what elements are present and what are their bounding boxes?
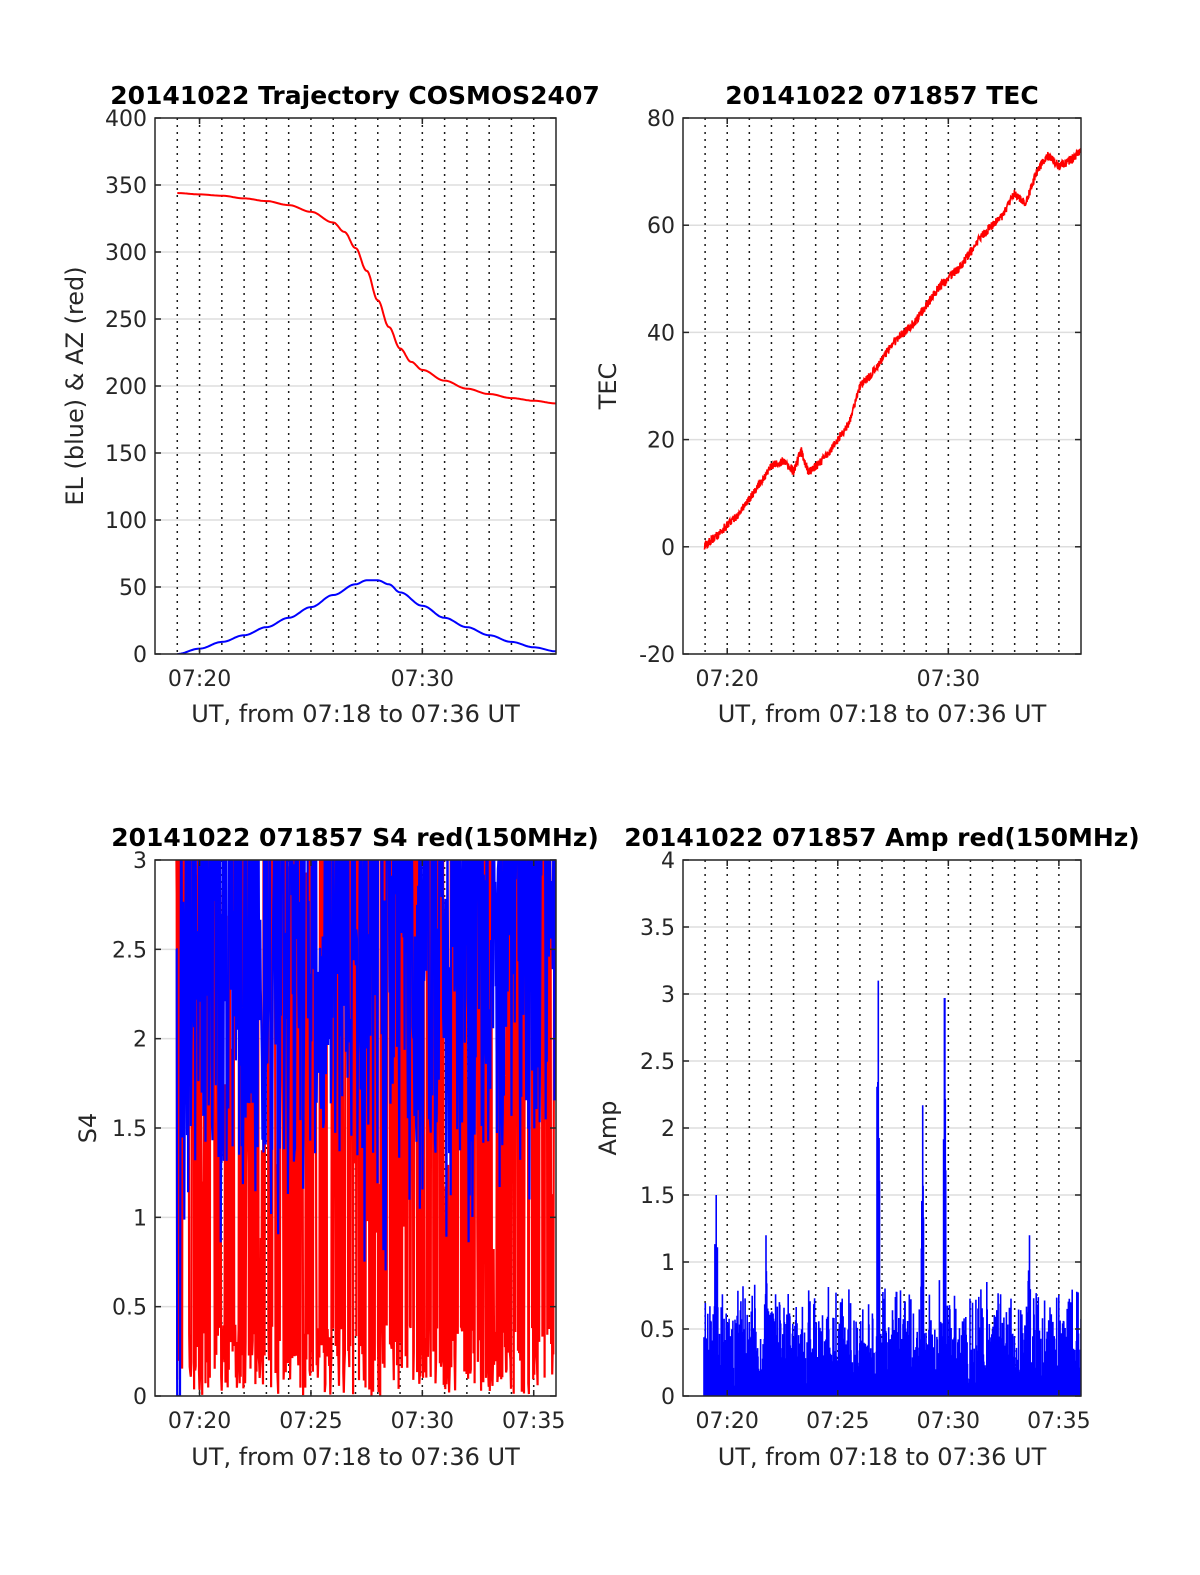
- tec-y-axis-label: TEC: [594, 363, 622, 411]
- tec-series-0: [703, 148, 1081, 550]
- amp-y-axis-label: Amp: [594, 1100, 622, 1155]
- tec-x-axis-label: UT, from 07:18 to 07:36 UT: [718, 700, 1047, 728]
- trajectory-title: 20141022 Trajectory COSMOS2407: [110, 81, 600, 110]
- s4-x-tick-label: 07:25: [279, 1409, 342, 1434]
- trajectory-y-axis-label: EL (blue) & AZ (red): [61, 266, 89, 505]
- amp-y-tick-label: 2: [661, 1117, 675, 1142]
- amp-panel: 0 0.5 1 1.5 2 2.5 3 3.5 4 07:20 07:25 07:30 07:35 20…: [594, 823, 1140, 1471]
- trajectory-ticks: 0 50 100 150 200 250 300 350 400 07:20 07:30: [105, 107, 556, 692]
- trajectory-y-tick-label: 150: [105, 442, 147, 467]
- trajectory-y-tick-label: 0: [133, 643, 147, 668]
- trajectory-x-axis-label: UT, from 07:18 to 07:36 UT: [191, 700, 520, 728]
- trajectory-y-tick-label: 200: [105, 375, 147, 400]
- trajectory-y-tick-label: 250: [105, 308, 147, 333]
- amp-x-tick-label: 07:25: [806, 1409, 869, 1434]
- trajectory-x-tick-label: 07:20: [168, 667, 231, 692]
- tec-title: 20141022 071857 TEC: [725, 81, 1038, 110]
- s4-y-tick-label: 0: [133, 1385, 147, 1410]
- tec-y-tick-label: 0: [661, 536, 675, 561]
- s4-series-1: [175, 860, 556, 1396]
- amp-title: 20141022 071857 Amp red(150MHz): [624, 823, 1140, 852]
- amp-y-tick-label: 1: [661, 1251, 675, 1276]
- tec-panel: -20 0 20 40 60 80 07:20 07:30 20141022 071857 T…: [594, 81, 1082, 728]
- trajectory-y-tick-label: 300: [105, 241, 147, 266]
- trajectory-series-1: [177, 579, 556, 654]
- amp-x-tick-label: 07:20: [696, 1409, 759, 1434]
- tec-y-tick-label: -20: [639, 643, 675, 668]
- s4-panel: 0 0.5 1 1.5 2 2.5 3 07:20 07:25 07:30 07:35 201410…: [74, 823, 599, 1471]
- trajectory-series-0: [177, 192, 556, 405]
- tec-y-tick-label: 40: [647, 321, 675, 346]
- amp-series: [703, 980, 1081, 1396]
- s4-series: [175, 860, 556, 1396]
- s4-ticks: 0 0.5 1 1.5 2 2.5 3 07:20 07:25 07:30 07:35: [112, 849, 565, 1434]
- trajectory-y-tick-label: 400: [105, 107, 147, 132]
- s4-y-tick-label: 3: [133, 849, 147, 874]
- s4-x-tick-label: 07:35: [502, 1409, 565, 1434]
- s4-y-tick-label: 2: [133, 1028, 147, 1053]
- trajectory-panel: 0 50 100 150 200 250 300 350 400 07:20 07:30 20141…: [61, 81, 600, 728]
- amp-series-0: [703, 980, 1081, 1396]
- amp-y-tick-label: 0.5: [640, 1318, 675, 1343]
- amp-ticks: 0 0.5 1 1.5 2 2.5 3 3.5 4 07:20 07:25 07:30 07:35: [640, 849, 1091, 1434]
- s4-x-tick-label: 07:30: [391, 1409, 454, 1434]
- tec-y-tick-label: 80: [647, 107, 675, 132]
- tec-x-tick-label: 07:30: [917, 667, 980, 692]
- trajectory-y-tick-label: 100: [105, 509, 147, 534]
- amp-y-tick-label: 2.5: [640, 1050, 675, 1075]
- amp-x-tick-label: 07:30: [917, 1409, 980, 1434]
- trajectory-x-tick-label: 07:30: [391, 667, 454, 692]
- tec-ticks: -20 0 20 40 60 80 07:20 07:30: [639, 107, 1081, 692]
- amp-y-tick-label: 1.5: [640, 1184, 675, 1209]
- trajectory-y-tick-label: 50: [119, 576, 147, 601]
- amp-x-tick-label: 07:35: [1027, 1409, 1090, 1434]
- tec-series: [703, 148, 1081, 550]
- s4-series-0: [175, 860, 556, 1396]
- amp-y-tick-label: 3.5: [640, 916, 675, 941]
- s4-title: 20141022 071857 S4 red(150MHz): [111, 823, 599, 852]
- tec-axes-frame: [682, 117, 1082, 655]
- amp-x-axis-label: UT, from 07:18 to 07:36 UT: [718, 1443, 1047, 1471]
- tec-y-tick-label: 20: [647, 429, 675, 454]
- amp-y-tick-label: 3: [661, 983, 675, 1008]
- s4-y-tick-label: 1.5: [112, 1117, 147, 1142]
- tec-y-tick-label: 60: [647, 214, 675, 239]
- amp-y-tick-label: 0: [661, 1385, 675, 1410]
- trajectory-y-tick-label: 350: [105, 174, 147, 199]
- s4-y-tick-label: 1: [133, 1206, 147, 1231]
- s4-y-axis-label: S4: [74, 1113, 102, 1144]
- s4-x-axis-label: UT, from 07:18 to 07:36 UT: [191, 1443, 520, 1471]
- s4-x-tick-label: 07:20: [168, 1409, 231, 1434]
- s4-y-tick-label: 2.5: [112, 938, 147, 963]
- tec-x-tick-label: 07:20: [696, 667, 759, 692]
- amp-y-tick-label: 4: [661, 849, 675, 874]
- trajectory-series: [177, 192, 556, 654]
- s4-y-tick-label: 0.5: [112, 1296, 147, 1321]
